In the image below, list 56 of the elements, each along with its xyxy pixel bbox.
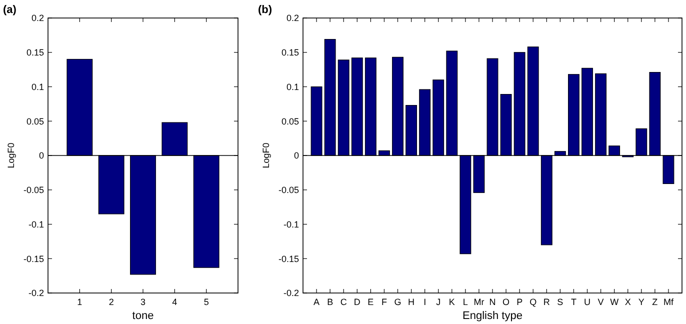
y-tick-label: 0.15	[26, 48, 44, 58]
x-tick-label: B	[327, 297, 334, 307]
x-tick-label: 3	[140, 297, 146, 307]
y-tick-label: -0.05	[278, 185, 299, 196]
x-tick-label: Q	[530, 297, 537, 307]
y-tick-label: -0.05	[23, 185, 44, 196]
x-tick-label: E	[368, 297, 374, 307]
x-tick-label: X	[624, 297, 631, 307]
x-tick-label: 1	[77, 297, 82, 307]
x-tick-label: T	[570, 297, 577, 307]
x-tick-label: J	[436, 297, 441, 307]
y-tick-label: -0.2	[283, 288, 299, 298]
y-tick-label: -0.1	[28, 219, 44, 230]
y-tick-label: 0.15	[281, 48, 299, 58]
x-tick-label: C	[340, 297, 348, 307]
x-tick-label: Z	[652, 297, 658, 307]
chart-title: (b)	[258, 4, 272, 16]
x-axis-title: English type	[462, 310, 522, 322]
x-tick-label: K	[448, 297, 455, 307]
chart-title: (a)	[3, 4, 17, 16]
y-tick-label: -0.15	[278, 254, 299, 264]
x-tick-label: D	[354, 297, 361, 307]
y-tick-label: -0.15	[23, 254, 44, 264]
x-tick-label: A	[314, 297, 320, 307]
x-tick-label: Y	[638, 297, 644, 307]
x-tick-label: Mf	[663, 297, 674, 307]
x-tick-label: V	[598, 297, 604, 307]
y-axis-title: LogF0	[261, 142, 271, 168]
y-tick-label: 0.1	[286, 82, 299, 92]
y-tick-label: 0.05	[281, 116, 299, 126]
x-tick-label: O	[502, 297, 510, 307]
y-tick-label: 0.1	[31, 82, 44, 92]
y-tick-label: 0.2	[31, 13, 44, 24]
y-tick-label: -0.1	[283, 219, 299, 230]
x-tick-label: 5	[204, 297, 209, 307]
y-axis-title: LogF0	[6, 142, 16, 168]
y-tick-label: 0	[294, 150, 299, 161]
x-tick-label: P	[516, 297, 523, 307]
x-tick-label: Mr	[474, 297, 484, 307]
x-axis-title: tone	[132, 310, 154, 322]
x-tick-label: I	[424, 297, 426, 307]
x-tick-label: 2	[108, 297, 114, 307]
y-tick-label: 0.2	[286, 13, 299, 24]
x-tick-label: S	[557, 297, 564, 307]
x-tick-label: N	[489, 297, 496, 307]
y-tick-label: 0	[38, 150, 44, 161]
y-tick-label: 0.05	[26, 116, 44, 126]
x-tick-label: H	[408, 297, 415, 307]
y-tick-label: -0.2	[28, 288, 44, 298]
x-tick-label: U	[584, 297, 590, 307]
x-tick-label: R	[543, 297, 550, 307]
x-tick-label: 4	[172, 297, 178, 307]
x-tick-label: F	[381, 297, 388, 307]
x-tick-label: L	[462, 297, 468, 307]
x-tick-label: W	[610, 297, 620, 307]
x-tick-label: G	[394, 297, 402, 307]
